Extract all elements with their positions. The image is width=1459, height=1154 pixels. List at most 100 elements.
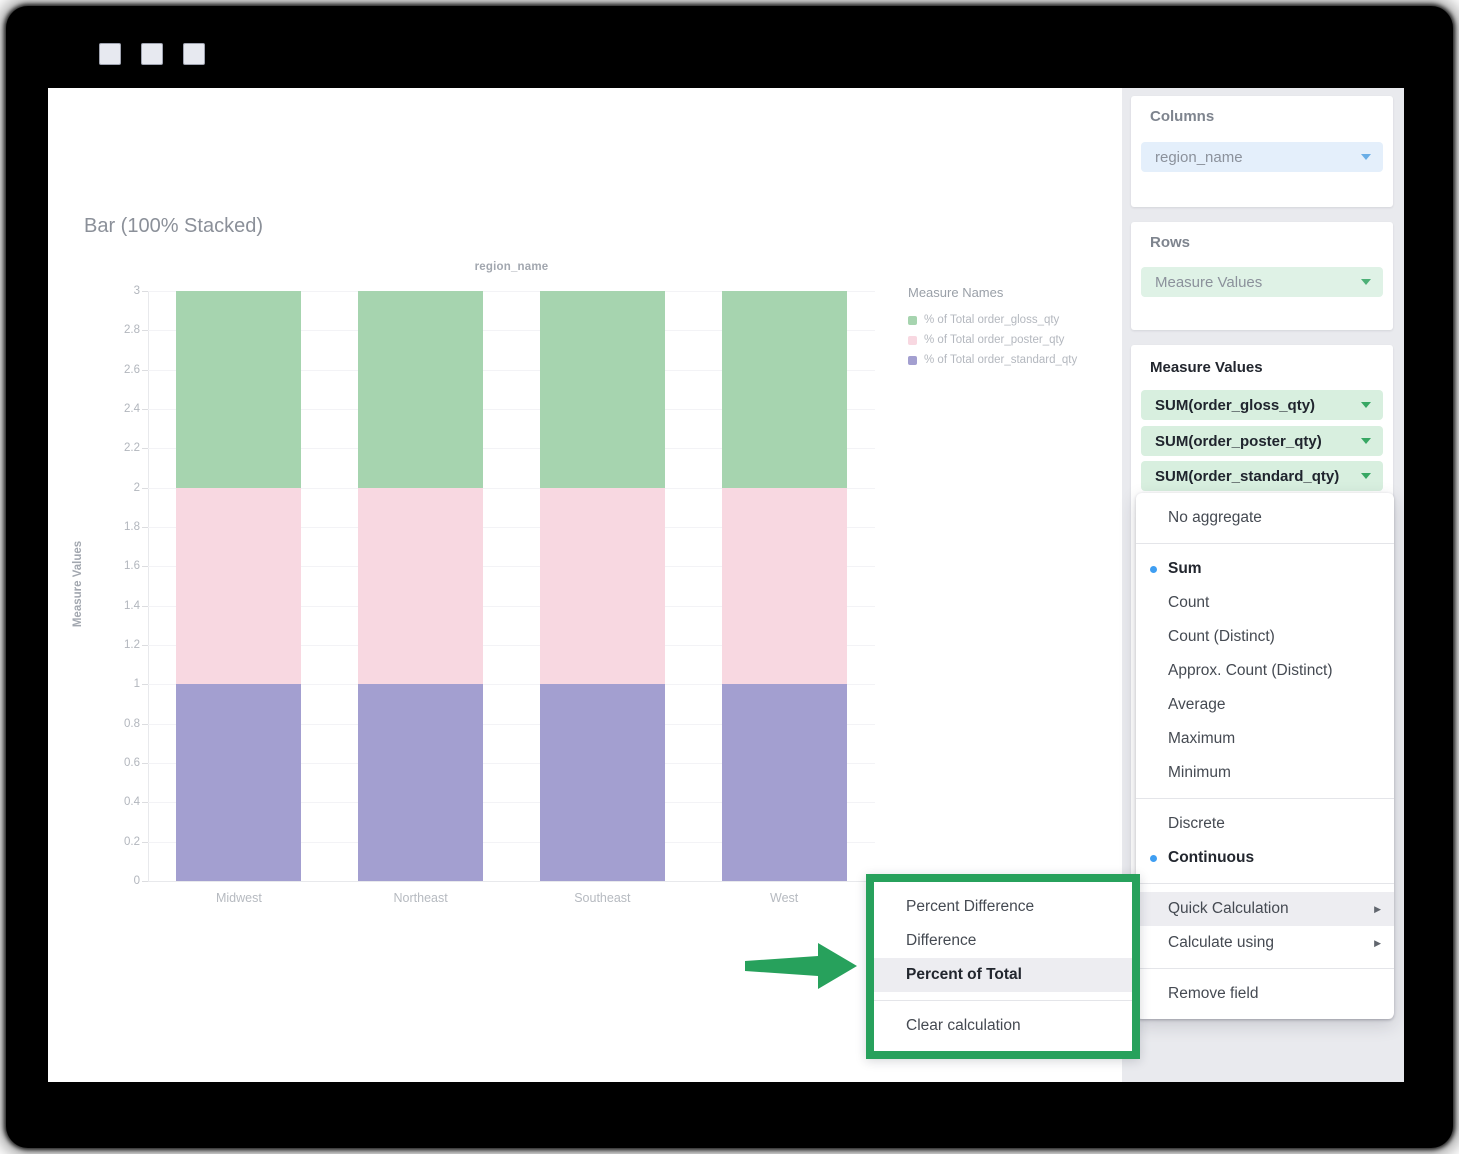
rows-field-pill[interactable]: Measure Values — [1141, 267, 1383, 297]
y-tick-mark — [142, 330, 148, 332]
selected-dot-icon — [1150, 565, 1157, 573]
y-tick-mark — [142, 684, 148, 686]
chevron-down-icon[interactable] — [1361, 438, 1371, 444]
menu-item-label: Remove field — [1168, 985, 1259, 1002]
x-axis-line — [148, 881, 875, 882]
menu-item-sum[interactable]: Sum — [1136, 552, 1394, 586]
y-tick-mark — [142, 527, 148, 528]
menu-item-count-distinct[interactable]: Count (Distinct) — [1136, 620, 1394, 654]
bar-segment-of-total-order-standard-qty-midwest[interactable] — [176, 684, 302, 881]
gridline — [148, 723, 875, 725]
bar-segment-of-total-order-poster-qty-west[interactable] — [721, 487, 847, 685]
menu-divider — [1136, 883, 1394, 884]
menu-item-approx-count-distinct[interactable]: Approx. Count (Distinct) — [1136, 654, 1394, 688]
menu-item-remove-field[interactable]: Remove field — [1136, 977, 1394, 1011]
y-tick-mark — [142, 881, 148, 882]
columns-card: Columns region_name — [1131, 96, 1393, 207]
gridline — [148, 291, 875, 292]
measure-pill-standard[interactable]: SUM(order_standard_qty) — [1141, 461, 1383, 491]
menu-item-difference[interactable]: Difference — [874, 924, 1132, 958]
bar-segment-of-total-order-standard-qty-northeast[interactable] — [358, 684, 484, 881]
bar-segment-of-total-order-poster-qty-southeast[interactable] — [539, 487, 665, 685]
y-tick-mark — [142, 448, 148, 450]
bar-segment-of-total-order-poster-qty-northeast[interactable] — [358, 487, 484, 685]
menu-divider — [1136, 798, 1394, 799]
y-tick-label: 3 — [133, 285, 140, 297]
menu-item-maximum[interactable]: Maximum — [1136, 722, 1394, 756]
bar-segment-of-total-order-standard-qty-southeast[interactable] — [539, 684, 665, 881]
measure-pill-gloss[interactable]: SUM(order_gloss_qty) — [1141, 390, 1383, 420]
y-tick-label: 1 — [133, 678, 140, 691]
menu-item-label: Discrete — [1168, 815, 1225, 832]
submenu-arrow-icon: ▶ — [1374, 937, 1381, 948]
menu-item-label: Percent of Total — [906, 966, 1022, 983]
y-tick-mark — [142, 802, 148, 804]
menu-item-label: Approx. Count (Distinct) — [1168, 662, 1333, 679]
legend-title: Measure Names — [908, 285, 1004, 300]
bar-segment-of-total-order-gloss-qty-midwest[interactable] — [176, 291, 302, 488]
menu-item-percent-difference[interactable]: Percent Difference — [874, 890, 1132, 924]
gridline — [148, 330, 875, 332]
y-tick-mark — [142, 841, 148, 843]
chevron-down-icon[interactable] — [1361, 154, 1371, 160]
gridline — [148, 409, 875, 410]
bar-segment-of-total-order-standard-qty-west[interactable] — [721, 684, 847, 881]
legend-item-label: % of Total order_poster_qty — [924, 334, 1065, 346]
y-tick-label: 1.2 — [124, 639, 140, 651]
window-control-icon[interactable] — [183, 43, 205, 65]
measure-pill-poster[interactable]: SUM(order_poster_qty) — [1141, 426, 1383, 456]
gridline — [148, 605, 875, 607]
menu-item-label: Maximum — [1168, 730, 1236, 747]
y-tick-mark — [142, 605, 148, 607]
y-tick-label: 2.6 — [124, 363, 140, 376]
menu-section: Discrete Continuous — [1136, 799, 1394, 883]
menu-item-discrete[interactable]: Discrete — [1136, 807, 1394, 841]
chevron-down-icon[interactable] — [1361, 402, 1371, 408]
window-control-icon[interactable] — [99, 43, 121, 65]
bar-segment-of-total-order-gloss-qty-southeast[interactable] — [539, 291, 665, 488]
y-tick-label: 0.6 — [124, 757, 140, 769]
menu-item-average[interactable]: Average — [1136, 688, 1394, 722]
menu-item-clear-calculation[interactable]: Clear calculation — [874, 1009, 1132, 1043]
menu-item-minimum[interactable]: Minimum — [1136, 756, 1394, 790]
legend: Measure Names % of Total order_gloss_qty… — [908, 285, 1168, 374]
y-tick-label: 1.4 — [124, 599, 140, 612]
bar-segment-of-total-order-gloss-qty-west[interactable] — [721, 291, 847, 488]
x-axis-category-label: Southeast — [574, 891, 631, 905]
aggregate-dropdown-menu: No aggregate Sum Count Count (Distinct) Appr… — [1136, 493, 1394, 1019]
annotation-arrow-icon — [745, 943, 857, 989]
y-tick-label: 2.2 — [124, 442, 140, 455]
menu-item-label: Calculate using — [1168, 934, 1274, 951]
legend-item: % of Total order_standard_qty — [908, 354, 1168, 366]
menu-item-continuous[interactable]: Continuous — [1136, 841, 1394, 875]
x-axis-title: region_name — [474, 261, 549, 273]
bar-segment-of-total-order-gloss-qty-northeast[interactable] — [358, 291, 484, 488]
gridline — [148, 841, 875, 843]
legend-swatch-icon — [908, 355, 917, 365]
gridline — [148, 763, 875, 764]
menu-section: No aggregate — [1136, 493, 1394, 543]
y-axis-line — [148, 291, 149, 881]
bar-segment-of-total-order-poster-qty-midwest[interactable] — [176, 487, 302, 685]
y-tick-mark — [142, 291, 148, 292]
menu-section: Quick Calculation ▶ Calculate using ▶ — [1136, 884, 1394, 968]
menu-item-percent-of-total[interactable]: Percent of Total — [874, 958, 1132, 992]
plot-area: 0 0.2 0.4 0.6 0.8 1 1.2 1.4 1.6 1.8 2 2.2 2.4 2.6 2.8 3… — [124, 285, 875, 905]
y-tick-label: 2.8 — [124, 324, 140, 337]
chevron-down-icon[interactable] — [1361, 279, 1371, 285]
y-tick-mark — [142, 566, 148, 568]
chart-title: Bar (100% Stacked) — [84, 215, 263, 237]
menu-item-no-aggregate[interactable]: No aggregate — [1136, 501, 1394, 535]
columns-pill-label: region_name — [1155, 148, 1243, 166]
y-tick-label: 0.8 — [124, 717, 140, 730]
menu-item-calculate-using[interactable]: Calculate using ▶ — [1136, 926, 1394, 960]
menu-divider — [874, 1000, 1132, 1001]
menu-item-count[interactable]: Count — [1136, 586, 1394, 620]
x-axis-category-label: Midwest — [215, 891, 262, 905]
menu-item-quick-calculation[interactable]: Quick Calculation ▶ — [1136, 892, 1394, 926]
columns-field-pill[interactable]: region_name — [1141, 142, 1383, 172]
y-tick-label: 0.4 — [124, 796, 140, 809]
window-control-icon[interactable] — [141, 43, 163, 65]
chevron-down-icon[interactable] — [1361, 473, 1371, 479]
y-tick-mark — [142, 645, 148, 646]
